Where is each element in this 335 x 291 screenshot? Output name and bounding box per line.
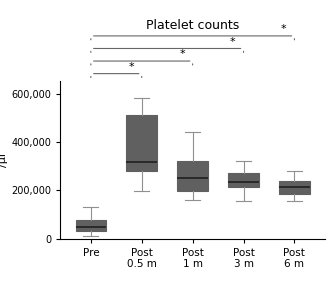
Text: *: * (281, 24, 287, 34)
Text: *: * (230, 37, 236, 47)
Text: *: * (128, 62, 134, 72)
PathPatch shape (127, 115, 157, 171)
PathPatch shape (177, 161, 208, 191)
Title: Platelet counts: Platelet counts (146, 19, 239, 32)
Y-axis label: /μl: /μl (0, 153, 8, 167)
Text: *: * (179, 49, 185, 59)
PathPatch shape (76, 221, 106, 231)
PathPatch shape (279, 181, 310, 194)
PathPatch shape (228, 173, 259, 187)
